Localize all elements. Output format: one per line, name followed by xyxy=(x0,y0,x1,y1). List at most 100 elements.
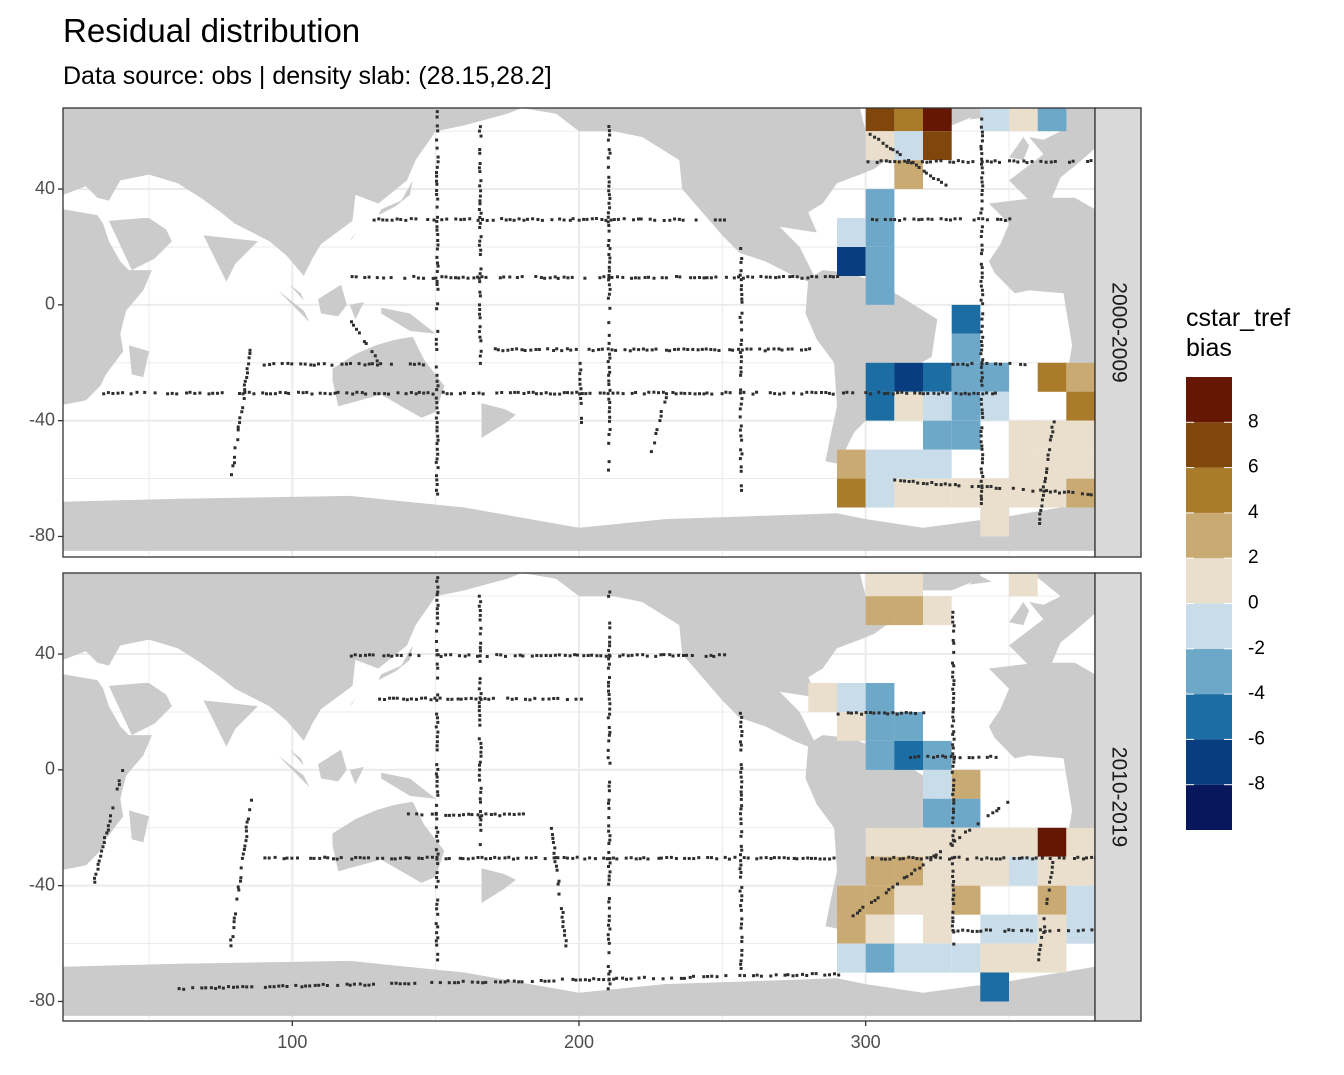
bias-tile xyxy=(894,856,923,886)
track-dot xyxy=(436,603,440,607)
track-dot xyxy=(980,288,984,292)
track-dot xyxy=(980,362,984,366)
track-dot xyxy=(951,746,955,750)
track-dot xyxy=(740,953,744,957)
track-dot xyxy=(772,856,776,860)
track-dot xyxy=(479,746,483,750)
track-dot xyxy=(408,653,412,657)
track-dot xyxy=(828,274,832,278)
track-dot xyxy=(478,316,482,320)
track-dot xyxy=(606,748,610,752)
track-dot xyxy=(608,635,612,639)
track-dot xyxy=(723,653,727,657)
track-dot xyxy=(774,973,778,977)
track-dot xyxy=(755,857,759,861)
track-dot xyxy=(645,654,649,658)
facet-label: 2000-2009 xyxy=(1107,282,1130,382)
bias-tile xyxy=(951,798,981,828)
track-dot xyxy=(1045,470,1048,474)
track-dot xyxy=(263,985,267,989)
bias-tile xyxy=(894,108,923,132)
track-dot xyxy=(966,929,970,933)
track-dot xyxy=(277,984,281,988)
track-dot xyxy=(692,974,695,978)
track-dot xyxy=(175,392,179,396)
track-dot xyxy=(739,388,743,392)
track-dot xyxy=(604,654,608,658)
track-dot xyxy=(478,184,482,188)
track-dot xyxy=(634,391,638,394)
bias-tile xyxy=(1066,914,1095,944)
track-dot xyxy=(417,362,421,366)
track-dot xyxy=(607,739,611,743)
track-dot xyxy=(739,807,743,811)
track-dot xyxy=(777,347,781,351)
track-dot xyxy=(430,812,434,816)
track-dot xyxy=(922,169,926,173)
track-dot xyxy=(965,857,969,861)
track-dot xyxy=(312,856,316,860)
track-dot xyxy=(607,292,611,296)
track-dot xyxy=(679,391,683,395)
track-dot xyxy=(739,448,743,452)
track-dot xyxy=(979,397,983,401)
track-dot xyxy=(980,130,984,134)
track-dot xyxy=(607,239,611,242)
track-dot xyxy=(1062,490,1066,494)
track-dot xyxy=(951,743,955,747)
track-dot xyxy=(435,138,439,142)
track-dot xyxy=(520,275,524,279)
track-dot xyxy=(435,834,439,838)
bias-tile xyxy=(923,449,952,479)
track-dot xyxy=(235,985,239,989)
track-dot xyxy=(508,812,511,816)
legend-swatch xyxy=(1186,467,1232,513)
track-dot xyxy=(585,217,589,221)
track-dot xyxy=(608,621,612,625)
track-dot xyxy=(135,390,139,394)
track-dot xyxy=(993,391,997,395)
track-dot xyxy=(1047,888,1051,892)
track-dot xyxy=(979,365,983,369)
track-dot xyxy=(478,221,482,225)
track-dot xyxy=(778,392,782,396)
track-dot xyxy=(896,882,899,886)
track-dot xyxy=(539,979,543,982)
track-dot xyxy=(959,392,963,396)
track-dot xyxy=(395,696,399,700)
track-dot xyxy=(444,275,448,279)
track-dot xyxy=(239,876,243,880)
bias-tile xyxy=(865,218,895,247)
track-dot xyxy=(566,276,570,280)
track-dot xyxy=(980,486,984,489)
track-dot xyxy=(977,484,981,488)
track-dot xyxy=(433,696,437,700)
track-dot xyxy=(909,711,913,715)
track-dot xyxy=(436,720,440,724)
track-dot xyxy=(477,330,481,333)
track-dot xyxy=(247,390,251,394)
track-dot xyxy=(665,348,668,352)
track-dot xyxy=(435,421,439,425)
track-dot xyxy=(732,276,736,280)
track-dot xyxy=(478,312,482,316)
track-dot xyxy=(476,218,480,222)
track-dot xyxy=(801,972,804,976)
bias-tile xyxy=(865,449,895,479)
track-dot xyxy=(709,653,713,657)
track-dot xyxy=(981,415,985,419)
land-mass xyxy=(988,662,1095,870)
track-dot xyxy=(896,391,900,395)
track-dot xyxy=(435,943,439,947)
track-dot xyxy=(980,371,984,375)
track-dot xyxy=(436,160,440,164)
track-dot xyxy=(630,653,634,657)
track-dot xyxy=(435,593,439,597)
track-dot xyxy=(740,311,744,315)
track-dot xyxy=(310,392,314,396)
track-dot xyxy=(340,362,344,366)
track-dot xyxy=(850,711,853,715)
track-dot xyxy=(739,834,743,838)
bias-tile xyxy=(808,683,837,712)
track-dot xyxy=(647,390,651,394)
